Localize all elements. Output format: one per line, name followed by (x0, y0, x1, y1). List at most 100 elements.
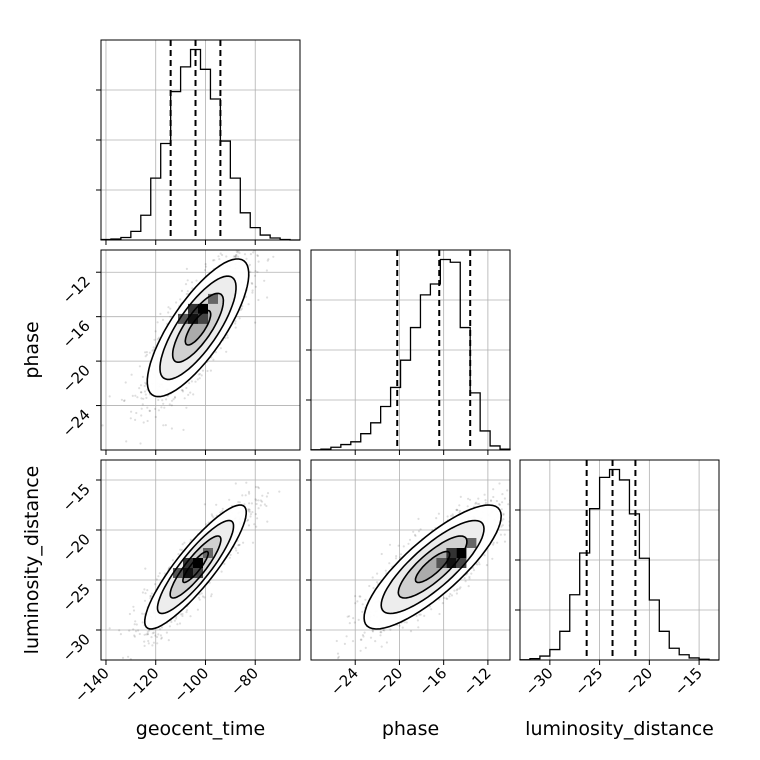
scatter-point (178, 622, 182, 625)
scatter-point (198, 377, 201, 380)
scatter-point (248, 510, 251, 513)
scatter-point (196, 608, 199, 611)
scatter-point (455, 589, 458, 592)
scatter-point (492, 541, 495, 544)
density-peak-cell (188, 303, 198, 314)
scatter-point (209, 369, 212, 372)
density-peak-cell (456, 558, 467, 568)
scatter-point (403, 621, 406, 624)
scatter-point (489, 499, 493, 502)
scatter-point (437, 512, 440, 515)
scatter-point (146, 589, 149, 592)
scatter-point (512, 482, 514, 484)
scatter-point (360, 638, 363, 641)
scatter-point (467, 585, 470, 588)
scatter-point (453, 589, 456, 592)
scatter-point (485, 564, 488, 567)
scatter-point (266, 520, 269, 523)
scatter-point (133, 635, 136, 638)
scatter-point (143, 640, 146, 643)
scatter-point (484, 501, 487, 504)
scatter-point (186, 279, 189, 282)
scatter-point (128, 612, 131, 616)
scatter-point (352, 617, 355, 620)
scatter-point (176, 623, 179, 626)
scatter-point (235, 549, 238, 552)
scatter-point (186, 290, 189, 293)
scatter-point (260, 500, 264, 503)
contour-line (414, 550, 451, 584)
scatter-point (140, 414, 143, 417)
scatter-point (359, 649, 362, 652)
scatter-point (249, 515, 252, 518)
scatter-point (407, 542, 410, 545)
scatter-point (157, 633, 160, 636)
axes-frame (310, 249, 511, 451)
scatter-point (221, 253, 224, 257)
scatter-point (144, 592, 147, 595)
scatter-point (510, 528, 512, 530)
scatter-point (450, 594, 454, 597)
density-peak-cell (446, 558, 457, 568)
scatter-point (238, 233, 240, 235)
scatter-point (234, 482, 237, 485)
axes-frame (310, 459, 511, 661)
y-tick-label: −20 (59, 361, 94, 396)
scatter-point (169, 307, 172, 310)
scatter-point (335, 639, 338, 643)
scatter-point (175, 301, 178, 304)
scatter-point (362, 635, 365, 638)
scatter-point (144, 393, 147, 396)
scatter-point (254, 321, 257, 324)
scatter-point (379, 631, 382, 634)
scatter-point (397, 544, 400, 547)
scatter-point (233, 245, 235, 247)
contour-line (363, 504, 503, 630)
scatter-point (468, 575, 471, 579)
scatter-point (160, 626, 164, 629)
scatter-point (156, 321, 159, 324)
scatter-point (242, 541, 245, 544)
scatter-point (247, 490, 251, 493)
scatter-point (255, 525, 258, 528)
scatter-point (139, 384, 143, 387)
scatter-point (234, 255, 238, 259)
scatter-point (399, 553, 403, 556)
scatter-point (211, 514, 214, 518)
scatter-point (195, 279, 198, 282)
scatter-point (232, 255, 235, 258)
scatter-point (234, 326, 237, 329)
scatter-point (448, 595, 451, 598)
scatter-point (265, 495, 268, 498)
scatter-point (145, 353, 148, 356)
scatter-point (361, 634, 364, 637)
scatter-point (237, 544, 240, 547)
scatter-point (157, 575, 160, 578)
scatter-point (388, 562, 391, 565)
scatter-point (517, 478, 519, 480)
scatter-point (234, 322, 237, 325)
scatter-point (514, 531, 516, 533)
scatter-point (108, 395, 111, 398)
scatter-point (498, 482, 501, 485)
y-axis-label-phase: phase (21, 321, 43, 378)
scatter-point (257, 507, 260, 510)
scatter-point (168, 403, 171, 406)
scatter-point (499, 533, 502, 536)
x-axis-label-geocent_time: geocent_time (136, 718, 265, 740)
scatter-point (337, 656, 340, 660)
scatter-point (251, 541, 255, 544)
density-peak-cell (198, 303, 208, 314)
scatter-point (185, 386, 188, 390)
scatter-point (251, 291, 254, 294)
scatter-point (235, 253, 238, 257)
scatter-point (132, 628, 135, 631)
scatter-point (478, 563, 481, 566)
scatter-point (213, 259, 216, 262)
scatter-point (238, 251, 241, 255)
scatter-point (502, 512, 505, 515)
scatter-point (192, 393, 195, 396)
scatter-point (163, 406, 166, 409)
scatter-point (159, 628, 162, 631)
scatter-point (185, 406, 188, 409)
